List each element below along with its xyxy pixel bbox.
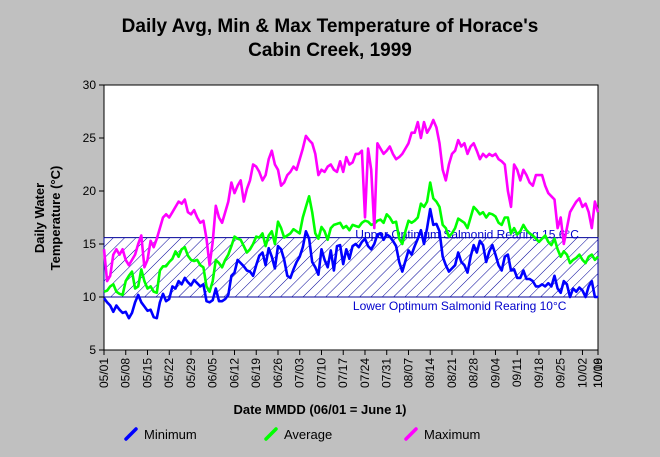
lower-optimum-label: Lower Optimum Salmonid Rearing 10°C xyxy=(353,299,567,313)
x-tick-label: 09/18 xyxy=(532,358,546,388)
upper-optimum-label: Upper Optimum Salmonid Rearing 15.6°C xyxy=(355,228,579,242)
x-tick-label: 06/12 xyxy=(228,358,242,388)
x-tick-label: 05/22 xyxy=(162,358,176,388)
legend-swatch-average xyxy=(264,427,278,441)
x-tick-label: 10/02 xyxy=(576,358,590,388)
legend-swatch-minimum xyxy=(124,427,138,441)
x-tick-label: 09/04 xyxy=(489,358,503,388)
y-axis-ticks: 5 10 15 20 25 30 xyxy=(83,78,104,357)
legend: Minimum Average Maximum xyxy=(124,427,480,442)
chart-title-line-2: Cabin Creek, 1999 xyxy=(248,40,412,61)
x-tick-label: 07/10 xyxy=(315,358,329,388)
y-tick-label: 10 xyxy=(83,290,97,304)
x-tick-label: 08/21 xyxy=(445,358,459,388)
legend-swatch-maximum xyxy=(404,427,418,441)
x-tick-label: 06/19 xyxy=(249,358,263,388)
y-axis-title-line-2: Temperature (°C) xyxy=(48,166,63,271)
y-tick-label: 5 xyxy=(89,343,96,357)
plot-area xyxy=(103,84,599,351)
y-axis-title: Daily Water Temperature (°C) xyxy=(32,166,63,271)
x-tick-label: 05/29 xyxy=(184,358,198,388)
y-tick-label: 25 xyxy=(83,131,97,145)
x-tick-label: 07/03 xyxy=(293,358,307,388)
x-tick-label: 09/25 xyxy=(554,358,568,388)
y-tick-label: 30 xyxy=(83,78,97,92)
x-tick-label: 10/09 xyxy=(591,358,605,388)
x-tick-label: 07/24 xyxy=(358,358,372,388)
chart-title-group: Daily Avg, Min & Max Temperature of Hora… xyxy=(122,16,539,61)
series-line-minimum xyxy=(102,207,598,320)
x-tick-label: 05/08 xyxy=(119,358,133,388)
x-tick-label: 10/16 xyxy=(591,358,605,388)
x-tick-label: 08/14 xyxy=(423,358,437,388)
x-tick-label: 05/01 xyxy=(97,358,111,388)
x-tick-label: 06/26 xyxy=(271,358,285,388)
x-axis-title: Date MMDD (06/01 = June 1) xyxy=(233,402,406,417)
legend-label-average: Average xyxy=(284,427,332,442)
y-tick-label: 15 xyxy=(83,237,97,251)
x-axis-ticks: 05/01 05/08 05/15 05/22 05/29 06/05 06/12 06/19… xyxy=(97,350,605,388)
series-line-maximum xyxy=(102,118,600,283)
legend-label-minimum: Minimum xyxy=(144,427,197,442)
series-lines xyxy=(102,118,600,320)
x-tick-label: 06/05 xyxy=(206,358,220,388)
x-tick-label: 08/07 xyxy=(402,358,416,388)
y-axis-title-line-1: Daily Water xyxy=(32,183,47,253)
x-tick-label: 07/17 xyxy=(336,358,350,388)
optimum-band-hatch xyxy=(103,237,599,298)
y-tick-label: 20 xyxy=(83,184,97,198)
chart-title-line-1: Daily Avg, Min & Max Temperature of Hora… xyxy=(122,16,539,37)
x-tick-label: 09/11 xyxy=(510,358,524,387)
legend-label-maximum: Maximum xyxy=(424,427,480,442)
x-tick-label: 08/28 xyxy=(467,358,481,388)
x-tick-label: 05/15 xyxy=(141,358,155,388)
x-tick-label: 07/31 xyxy=(380,358,394,388)
series-line-average xyxy=(103,181,599,297)
